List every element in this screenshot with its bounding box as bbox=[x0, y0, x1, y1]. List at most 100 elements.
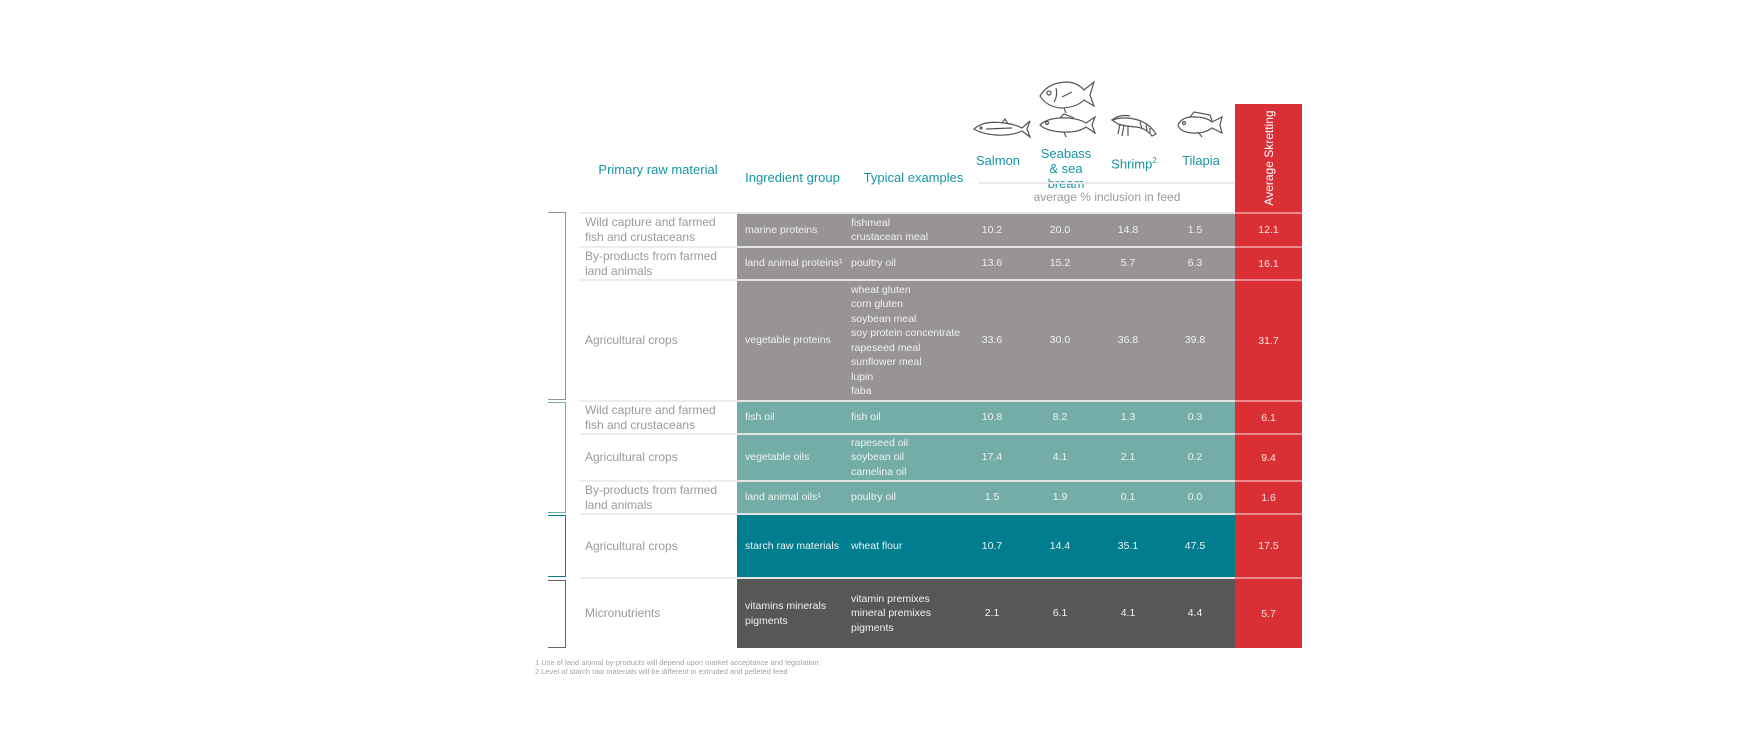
average-skretting-value: 17.5 bbox=[1235, 513, 1302, 577]
example-item: soy protein concentrate bbox=[851, 327, 961, 339]
table-row: land animal proteins¹ poultry oil 13.6 15.2… bbox=[737, 246, 1235, 279]
category-fat: Fat bbox=[466, 449, 485, 463]
inclusion-value-shrimp: 1.3 bbox=[1120, 411, 1136, 424]
table-row: land animal oils¹ poultry oil 1.5 1.9 0.1 0.0 bbox=[737, 480, 1235, 513]
typical-examples: rapeseed oil soybean oil camelina oil bbox=[851, 435, 971, 480]
table-row: vegetable oils rapeseed oil soybean oil cam… bbox=[737, 433, 1235, 480]
table-row: fish oil fish oil 10.8 8.2 1.3 0.3 bbox=[737, 400, 1235, 433]
average-skretting-value: 31.7 bbox=[1235, 279, 1302, 400]
inclusion-value-salmon: 33.6 bbox=[981, 334, 1003, 347]
inclusion-value-seabass: 30.0 bbox=[1049, 334, 1071, 347]
species-header-0: Salmon bbox=[958, 153, 1038, 168]
category-carbohydrates: Carbo- hydrates bbox=[466, 529, 514, 559]
primary-raw-material: Agricultural crops bbox=[579, 513, 737, 577]
example-item: corn gluten bbox=[851, 298, 903, 310]
footnote-2: 2 Level of starch raw materials will be … bbox=[535, 667, 788, 676]
inclusion-value-salmon: 1.5 bbox=[984, 491, 1000, 504]
protein-bracket bbox=[548, 212, 566, 400]
header-primary-raw: Primary raw material bbox=[598, 162, 718, 177]
typical-examples: poultry oil bbox=[851, 248, 971, 279]
table-row: marine proteins fishmeal crustacean meal 10… bbox=[737, 212, 1235, 246]
example-item: sunflower meal bbox=[851, 356, 922, 368]
species-header-3: Tilapia bbox=[1161, 153, 1241, 168]
sea-bream-icon bbox=[1039, 80, 1096, 114]
inclusion-value-salmon: 10.2 bbox=[981, 223, 1003, 236]
ingredient-group: land animal proteins¹ bbox=[745, 257, 843, 270]
example-item: vitamin premixes bbox=[851, 592, 930, 605]
micronutrients-bracket bbox=[548, 580, 566, 648]
species-name: Tilapia bbox=[1182, 153, 1220, 168]
category-micronutrients: Micro- nutrients bbox=[466, 595, 514, 624]
average-skretting-value: 6.1 bbox=[1235, 400, 1302, 433]
inclusion-value-tilapia: 47.5 bbox=[1184, 539, 1206, 552]
primary-raw-material: Wild capture and farmed fish and crustac… bbox=[579, 400, 737, 433]
tilapia-icon bbox=[1177, 111, 1223, 138]
primary-raw-material: Agricultural crops bbox=[579, 433, 737, 480]
example-item: faba bbox=[851, 385, 872, 397]
seabass-icon bbox=[1039, 113, 1097, 138]
species-header-2: Shrimp2 bbox=[1094, 153, 1174, 171]
inclusion-value-seabass: 4.1 bbox=[1052, 451, 1068, 464]
primary-raw-material: By-products from farmed land animals bbox=[579, 480, 737, 513]
example-item: mineral premixes bbox=[851, 607, 931, 620]
ingredient-group: vegetable oils bbox=[745, 451, 810, 464]
example-item: camelina oil bbox=[851, 465, 907, 478]
inclusion-value-tilapia: 0.2 bbox=[1187, 451, 1203, 464]
example-item: rapeseed oil bbox=[851, 436, 909, 449]
primary-raw-material: By-products from farmed land animals bbox=[579, 246, 737, 279]
shrimp-icon bbox=[1110, 114, 1157, 137]
inclusion-value-tilapia: 0.3 bbox=[1187, 411, 1203, 424]
unit-caption: average % inclusion in feed bbox=[1033, 190, 1181, 204]
example-item: fishmeal bbox=[851, 216, 891, 229]
inclusion-value-salmon: 10.7 bbox=[981, 539, 1003, 552]
footnote-1: 1 Use of land animal by-products will de… bbox=[535, 658, 819, 667]
example-item: soybean meal bbox=[851, 312, 917, 325]
inclusion-value-tilapia: 4.4 bbox=[1187, 607, 1203, 620]
ingredient-group: fish oil bbox=[745, 411, 775, 424]
inclusion-value-salmon: 13.6 bbox=[981, 257, 1003, 270]
header-ingredient-group: Ingredient group bbox=[745, 170, 840, 185]
inclusion-value-shrimp: 5.7 bbox=[1120, 257, 1136, 270]
average-header-label: Average Skretting bbox=[1261, 110, 1276, 206]
inclusion-value-seabass: 6.1 bbox=[1052, 607, 1068, 620]
inclusion-value-shrimp: 35.1 bbox=[1117, 539, 1139, 552]
example-item: poultry oil bbox=[851, 491, 896, 504]
average-skretting-value: 5.7 bbox=[1235, 577, 1302, 648]
inclusion-value-seabass: 15.2 bbox=[1049, 257, 1071, 270]
table-row: starch raw materials wheat flour 10.7 14.4 3… bbox=[737, 513, 1235, 577]
carbohydrates-bracket bbox=[548, 515, 566, 577]
header-divider bbox=[979, 182, 1235, 184]
ingredient-group: land animal oils¹ bbox=[745, 491, 821, 504]
example-item: lupin bbox=[851, 370, 874, 383]
average-skretting-value: 12.1 bbox=[1235, 212, 1302, 246]
species-name: Seabass & sea bream bbox=[1040, 146, 1092, 191]
salmon-icon bbox=[973, 117, 1032, 139]
inclusion-value-tilapia: 6.3 bbox=[1187, 257, 1203, 270]
average-skretting-value: 1.6 bbox=[1235, 480, 1302, 513]
ingredient-group: marine proteins bbox=[745, 223, 818, 236]
inclusion-value-seabass: 1.9 bbox=[1052, 491, 1068, 504]
inclusion-value-seabass: 14.4 bbox=[1049, 539, 1071, 552]
example-item: poultry oil bbox=[851, 257, 896, 270]
inclusion-value-salmon: 10.8 bbox=[981, 411, 1003, 424]
example-item: wheat flour bbox=[851, 539, 903, 552]
typical-examples: poultry oil bbox=[851, 482, 971, 513]
species-footnote-mark: 2 bbox=[1152, 156, 1157, 165]
average-header: Average Skretting bbox=[1235, 104, 1302, 212]
example-item: fish oil bbox=[851, 411, 881, 424]
typical-examples: fishmeal crustacean meal bbox=[851, 214, 971, 246]
inclusion-value-seabass: 20.0 bbox=[1049, 223, 1071, 236]
ingredient-group: vitamins minerals pigments bbox=[745, 600, 827, 627]
fat-bracket bbox=[548, 402, 566, 513]
category-protein: Protein bbox=[466, 296, 506, 311]
ingredient-group: vegetable proteins bbox=[745, 334, 831, 347]
table-row: vitamins minerals pigments vitamin premix… bbox=[737, 577, 1235, 648]
typical-examples: vitamin premixes mineral premixes pigments bbox=[851, 579, 971, 648]
primary-raw-material: Agricultural crops bbox=[579, 279, 737, 400]
inclusion-value-tilapia: 39.8 bbox=[1184, 334, 1206, 347]
example-item: rapeseed meal bbox=[851, 341, 921, 354]
inclusion-value-salmon: 2.1 bbox=[984, 607, 1000, 620]
example-item: wheat gluten bbox=[851, 283, 911, 296]
ingredient-group: starch raw materials bbox=[745, 539, 839, 552]
typical-examples: wheat gluten corn gluten soybean meal soy p… bbox=[851, 281, 971, 400]
